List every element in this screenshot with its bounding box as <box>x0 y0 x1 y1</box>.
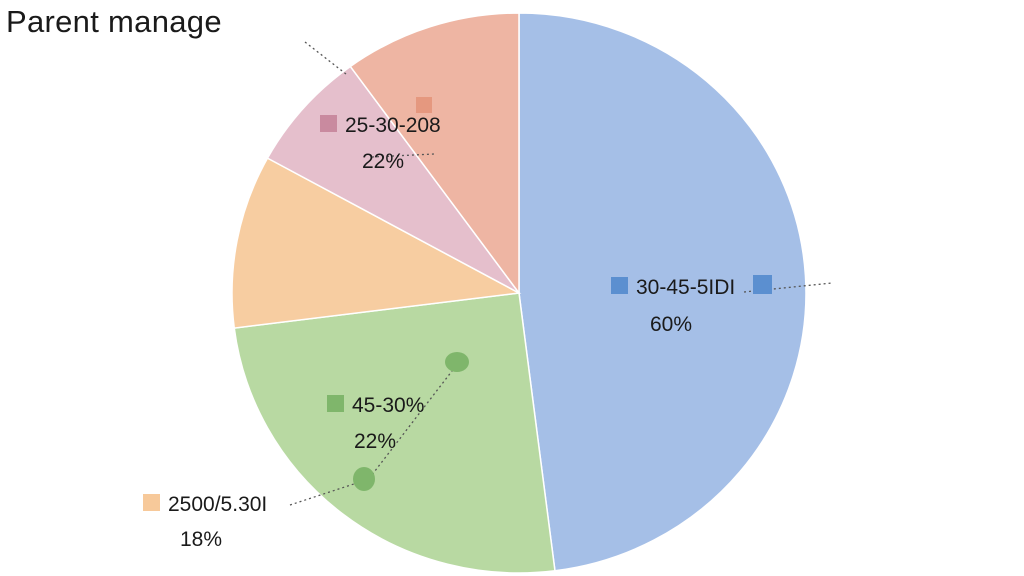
slice-label-group-blue: 30-45-5IDI 60% <box>611 276 735 336</box>
marker-square-blue <box>753 275 772 294</box>
pie-slice-blue <box>518 12 807 572</box>
legend-swatch-blue <box>611 277 628 294</box>
chart-title: Parent manage <box>6 4 222 39</box>
pie-slice-orange <box>231 157 522 329</box>
slice-label-orange: 2500/5.30I <box>168 493 267 516</box>
pie-slice-salmon <box>349 12 520 296</box>
slice-label-group-green: 45-30% 22% <box>327 394 424 453</box>
slice-label-blue: 30-45-5IDI <box>636 276 735 299</box>
slice-label-group-pink: 25-30-208 22% <box>320 114 441 173</box>
pie-slice-green <box>233 292 556 574</box>
marker-dot-green-lower <box>353 467 375 491</box>
leader-line-orange <box>289 479 367 506</box>
leader-line-top <box>304 41 347 75</box>
leader-line-green <box>367 357 463 481</box>
pie-slices <box>231 12 807 574</box>
slice-percent-pink: 22% <box>362 150 404 173</box>
legend-swatch-green <box>327 395 344 412</box>
marker-square-salmon <box>416 97 432 113</box>
slice-markers <box>353 97 772 491</box>
slice-label-green: 45-30% <box>352 394 424 417</box>
marker-dot-green-upper <box>445 352 469 372</box>
slice-percent-green: 22% <box>354 430 396 453</box>
slice-label-pink: 25-30-208 <box>345 114 441 137</box>
slice-percent-orange: 18% <box>180 528 222 551</box>
legend-swatch-pink <box>320 115 337 132</box>
slice-label-group-orange: 2500/5.30I 18% <box>143 493 267 551</box>
leader-lines <box>289 41 833 506</box>
leader-line-pink <box>371 153 435 158</box>
legend-swatch-orange <box>143 494 160 511</box>
slice-percent-blue: 60% <box>650 313 692 336</box>
